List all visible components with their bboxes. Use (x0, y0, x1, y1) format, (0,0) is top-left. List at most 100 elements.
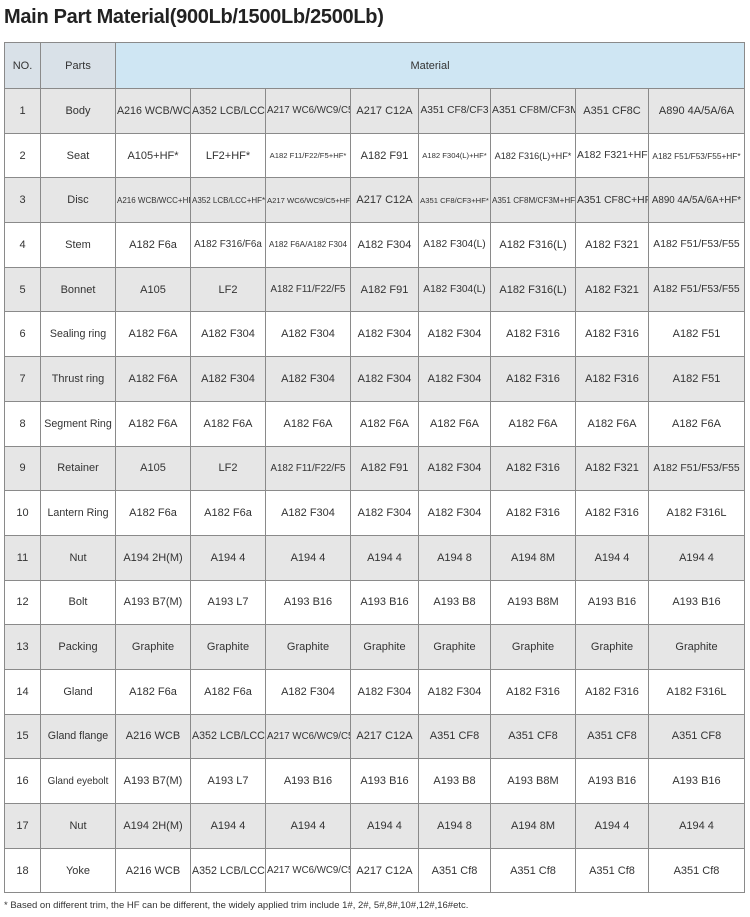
material-cell: A352 LCB/LCC (190, 88, 266, 134)
table-row: 8 Segment Ring A182 F6A A182 F6A A182 F6A A18… (4, 400, 745, 447)
material-cell: A217 C12A (350, 713, 419, 760)
material-cell: A194 4 (575, 803, 649, 849)
material-cell: A217 WC6/WC9/C5 (265, 713, 351, 760)
material-cell: LF2 (190, 266, 266, 313)
material-cell: A194 4 (190, 803, 266, 849)
material-cell: A182 F304 (190, 311, 266, 358)
material-cell: A182 F304 (265, 356, 351, 402)
part-name: Packing (40, 624, 116, 670)
part-name: Gland eyebolt (40, 758, 116, 804)
material-cell: Graphite (190, 624, 266, 670)
table-row: 10 Lantern Ring A182 F6a A182 F6a A182 F304 A… (4, 490, 745, 536)
material-cell: A890 4A/5A/6A (648, 88, 745, 134)
material-cell: A193 L7 (190, 579, 266, 626)
material-cell: A182 F6a (115, 490, 191, 536)
material-cell: A182 F316(L) (490, 266, 576, 313)
footnote: * Based on different trim, the HF can be… (4, 900, 469, 911)
row-number: 13 (4, 624, 41, 670)
material-cell: Graphite (350, 624, 419, 670)
material-cell: A193 B8M (490, 758, 576, 804)
material-cell: A182 F6A (490, 400, 576, 447)
row-number: 3 (4, 177, 41, 224)
material-cell: LF2+HF* (190, 132, 266, 179)
part-name: Lantern Ring (40, 490, 116, 536)
material-cell: A193 B7(M) (115, 758, 191, 804)
material-cell: A182 F316L (648, 490, 745, 536)
material-cell: A351 Cf8 (418, 847, 491, 894)
material-cell: A351 CF8C+HF (575, 177, 649, 224)
material-cell: A351 CF8 (490, 713, 576, 760)
material-cell: A182 F304 (190, 356, 266, 402)
table-row: 4 Stem A182 F6a A182 F316/F6a A182 F6A/A182 … (4, 222, 745, 268)
material-cell: A182 F321 (575, 222, 649, 268)
row-number: 4 (4, 222, 41, 268)
material-cell: A182 F304(L)+HF* (418, 132, 491, 179)
material-cell: A182 F6A (575, 400, 649, 447)
row-number: 11 (4, 534, 41, 581)
material-cell: A194 4 (648, 803, 745, 849)
part-name: Bolt (40, 579, 116, 626)
material-cell: A351 CF8 (648, 713, 745, 760)
material-cell: A182 F91 (350, 132, 419, 179)
material-cell: A194 8M (490, 803, 576, 849)
part-name: Bonnet (40, 266, 116, 313)
material-cell: A182 F6a (115, 222, 191, 268)
material-cell: A182 F304 (265, 490, 351, 536)
material-cell: A182 F11/F22/F5 (265, 266, 351, 313)
material-cell: A182 F6A (115, 311, 191, 358)
material-cell: A182 F316L (648, 668, 745, 715)
row-number: 8 (4, 400, 41, 447)
material-cell: A193 B8M (490, 579, 576, 626)
material-cell: A351 CF8M/CF3M+HF* (490, 177, 576, 224)
material-cell: A182 F304 (418, 311, 491, 358)
material-cell: A194 2H(M) (115, 534, 191, 581)
material-cell: A890 4A/5A/6A+HF* (648, 177, 745, 224)
row-number: 10 (4, 490, 41, 536)
material-cell: A216 WCB (115, 847, 191, 894)
table-row: 7 Thrust ring A182 F6A A182 F304 A182 F304 A1… (4, 356, 745, 402)
material-cell: A182 F51/F53/F55 (648, 266, 745, 313)
material-cell: A351 CF8 (418, 713, 491, 760)
material-cell: A194 4 (265, 534, 351, 581)
part-name: Disc (40, 177, 116, 224)
row-number: 16 (4, 758, 41, 804)
material-cell: A351 CF8M/CF3M (490, 88, 576, 134)
part-name: Gland flange (40, 713, 116, 760)
material-cell: A182 F6A (648, 400, 745, 447)
material-cell: A182 F6A (350, 400, 419, 447)
material-cell: A182 F321 (575, 445, 649, 492)
material-cell: A182 F304 (265, 668, 351, 715)
row-number: 7 (4, 356, 41, 402)
material-cell: A182 F321+HF (575, 132, 649, 179)
part-name: Segment Ring (40, 400, 116, 447)
material-cell: A194 4 (190, 534, 266, 581)
material-cell: A217 C12A (350, 847, 419, 894)
material-cell: A351 Cf8 (490, 847, 576, 894)
material-cell: A216 WCB (115, 713, 191, 760)
row-number: 18 (4, 847, 41, 894)
material-cell: A182 F316 (490, 311, 576, 358)
material-table: NO. Parts Material 1 Body A216 WCB/WCC A352… (4, 42, 745, 894)
part-name: Yoke (40, 847, 116, 894)
material-cell: A193 B16 (265, 579, 351, 626)
title: Main Part Material(900Lb/1500Lb/2500Lb) (4, 6, 384, 28)
header-row: NO. Parts Material (4, 42, 745, 89)
material-cell: A194 4 (350, 803, 419, 849)
material-cell: A194 8M (490, 534, 576, 581)
table-row: 5 Bonnet A105 LF2 A182 F11/F22/F5 A182 F91 A18… (4, 266, 745, 313)
material-cell: A351 CF8 (575, 713, 649, 760)
material-cell: A182 F51/F53/F55 (648, 222, 745, 268)
material-cell: A182 F316(L) (490, 222, 576, 268)
part-name: Seat (40, 132, 116, 179)
header-cell: NO. (4, 42, 41, 89)
material-cell: A182 F304(L) (418, 266, 491, 313)
material-cell: LF2 (190, 445, 266, 492)
material-cell: Graphite (418, 624, 491, 670)
part-name: Retainer (40, 445, 116, 492)
material-cell: A182 F6a (190, 668, 266, 715)
material-cell: A182 F51 (648, 356, 745, 402)
material-cell: A182 F316(L)+HF* (490, 132, 576, 179)
material-cell: A193 B16 (648, 579, 745, 626)
material-cell: Graphite (265, 624, 351, 670)
